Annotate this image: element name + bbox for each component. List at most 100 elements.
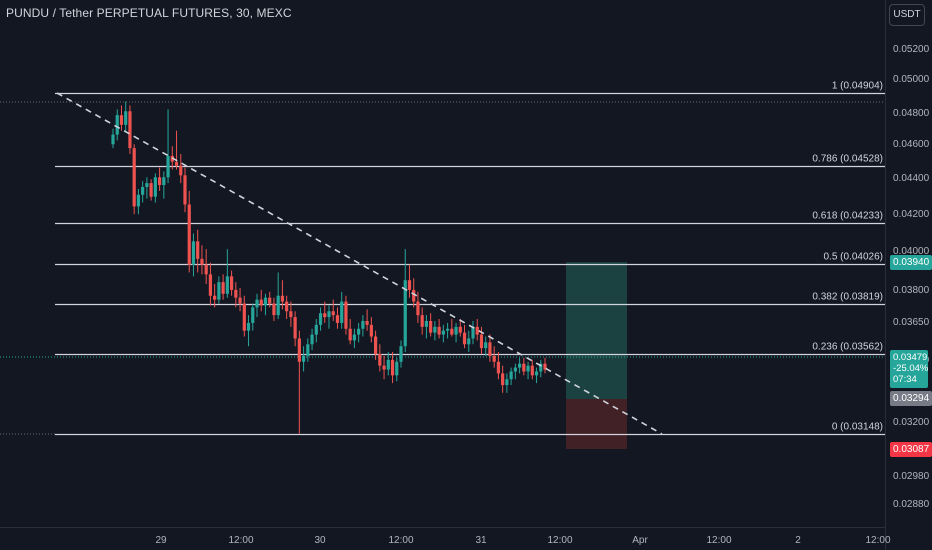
candle-body (246, 322, 251, 331)
descending-trendline[interactable] (56, 92, 663, 435)
fib-label: 0.5 (0.04026) (824, 252, 884, 263)
fibonacci-levels: 1 (0.04904) 0.786 (0.04528) 0.618 (0.04233… (55, 81, 885, 436)
candle-body (369, 324, 373, 337)
candle-body (225, 276, 229, 294)
candle-body (124, 111, 128, 125)
candle-body (344, 301, 348, 329)
candle-body (479, 334, 484, 349)
candle-body (149, 183, 153, 197)
candle-body (433, 326, 437, 333)
fib-label: 0 (0.03148) (832, 422, 883, 433)
y-tick-label: 0.03200 (893, 417, 930, 428)
candle-body (509, 371, 513, 380)
candle-body (157, 177, 162, 186)
candle-body (174, 161, 179, 166)
candle-body (327, 311, 331, 318)
candle-body (242, 303, 246, 331)
candles (111, 101, 547, 434)
candle-body (501, 373, 505, 386)
x-tick-label: 12:00 (228, 535, 253, 546)
candle-body (403, 280, 407, 347)
candle-body (314, 324, 318, 335)
candle-body (530, 365, 534, 376)
x-tick-label: 30 (314, 535, 326, 546)
candle-body (382, 365, 386, 370)
plot-layer: 1 (0.04904) 0.786 (0.04528) 0.618 (0.04233… (0, 81, 885, 449)
candle-body (513, 367, 517, 372)
candle-body (115, 115, 119, 135)
y-tick-label: 0.04000 (893, 246, 930, 257)
x-tick-label: 12:00 (865, 535, 890, 546)
candle-body (179, 165, 183, 176)
candle-body (534, 371, 539, 376)
candle-body (200, 258, 204, 265)
fib-label: 0.618 (0.04233) (812, 211, 883, 222)
fib-label: 1 (0.04904) (832, 81, 883, 92)
candle-body (539, 363, 543, 372)
candle-body (484, 342, 488, 349)
candle-body (420, 315, 424, 327)
candle-body (229, 276, 234, 290)
candle-body (145, 183, 149, 187)
candle-body (412, 289, 416, 302)
candle-body (289, 311, 293, 318)
candle-body (450, 328, 454, 335)
symbol-title: PUNDU / Tether PERPETUAL FUTURES, 30, ME… (6, 6, 292, 20)
candle-body (306, 344, 310, 356)
candle-body (407, 280, 412, 290)
candle-body (496, 361, 501, 374)
candle-body (221, 282, 225, 294)
current-price-value: 0.03479 (893, 352, 928, 363)
candle-body (471, 326, 475, 339)
candle-body (505, 379, 509, 386)
x-tick-label: 12:00 (706, 535, 731, 546)
fib-label: 0.236 (0.03562) (812, 342, 883, 353)
price-change: -25.04% (893, 363, 929, 374)
fib-label: 0.786 (0.04528) (812, 154, 883, 165)
candle-body (301, 355, 306, 362)
candle-body (259, 299, 263, 306)
candle-body (276, 295, 280, 316)
candle-body (128, 111, 132, 149)
candle-body (543, 363, 547, 370)
candle-body (437, 326, 441, 335)
candle-body (213, 295, 217, 300)
candle-body (234, 289, 238, 298)
candle-body (141, 186, 145, 195)
candle-body (467, 338, 471, 345)
candle-body (263, 297, 268, 306)
candle-body (488, 342, 492, 356)
x-tick-label: 12:00 (547, 535, 572, 546)
candle-body (348, 328, 352, 341)
candle-body (153, 177, 157, 197)
candle-body (429, 320, 433, 333)
y-tick-label: 0.03650 (893, 317, 930, 328)
candle-body (340, 301, 344, 323)
candle-body (357, 328, 361, 335)
y-tick-label: 0.03800 (893, 285, 930, 296)
candle-body (399, 346, 403, 362)
candle-body (517, 363, 522, 368)
candle-body (445, 328, 450, 331)
candle-body (318, 313, 323, 325)
candle-body (378, 353, 382, 366)
candle-body (217, 282, 221, 300)
currency-button[interactable]: USDT (889, 4, 925, 26)
candle-body (424, 320, 429, 327)
candle-body (416, 301, 420, 316)
time-axis[interactable]: 29 12:00 30 12:00 31 12:00 Apr 12:00 2 12:00 (0, 0, 891, 550)
stop-zone (566, 399, 627, 449)
candle-body (352, 334, 357, 341)
x-tick-label: 12:00 (388, 535, 413, 546)
entry-price-tag: 0.03294 (890, 391, 932, 406)
price-axis[interactable]: 0.05200 0.05000 0.04800 0.04600 0.04400 0.042… (893, 44, 930, 510)
candle-body (331, 311, 335, 316)
target-price-tag: 0.03940 (890, 255, 932, 270)
y-tick-label: 0.02980 (893, 471, 930, 482)
candle-body (285, 301, 289, 312)
candle-body (310, 334, 314, 345)
x-tick-label: 29 (155, 535, 167, 546)
candle-body (475, 326, 479, 335)
candle-body (238, 297, 242, 304)
